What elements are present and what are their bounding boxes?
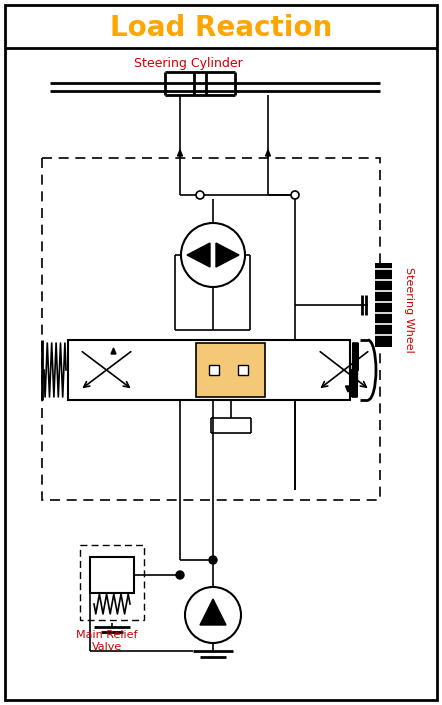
Polygon shape	[178, 150, 183, 156]
Circle shape	[291, 191, 299, 199]
Text: Load Reaction: Load Reaction	[110, 14, 332, 42]
Circle shape	[196, 191, 204, 199]
Bar	[375, 263, 392, 347]
Circle shape	[209, 556, 217, 564]
Polygon shape	[187, 243, 210, 267]
Bar	[68, 340, 350, 400]
Bar	[209, 365, 219, 375]
Bar	[196, 343, 265, 397]
Circle shape	[181, 223, 245, 287]
Text: Steering Cylinder: Steering Cylinder	[133, 56, 242, 70]
Text: Main Relief
Valve: Main Relief Valve	[76, 630, 138, 651]
Circle shape	[185, 587, 241, 643]
Polygon shape	[266, 150, 271, 156]
Bar	[80, 545, 144, 620]
Bar	[90, 557, 134, 593]
Polygon shape	[111, 348, 116, 354]
Polygon shape	[200, 599, 226, 625]
Polygon shape	[216, 243, 239, 267]
Text: Steering Wheel: Steering Wheel	[404, 267, 414, 353]
Polygon shape	[346, 386, 351, 392]
Bar	[238, 365, 248, 375]
Bar	[42, 158, 380, 500]
Circle shape	[176, 571, 184, 579]
